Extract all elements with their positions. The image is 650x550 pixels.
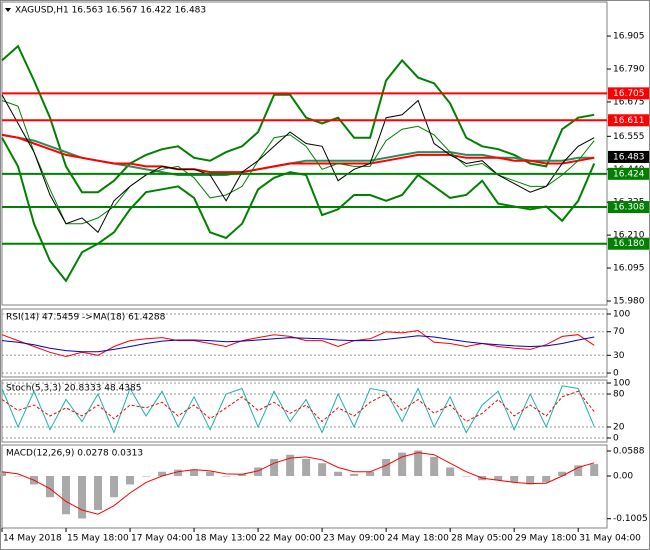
x-tick-label: 24 May 18:00 xyxy=(387,534,449,544)
y-tick-label: 16.790 xyxy=(613,65,645,75)
y-tick-label: 100 xyxy=(613,379,630,389)
indicator-line xyxy=(1,385,595,434)
histogram-bar xyxy=(14,475,23,477)
panel-title: RSI(14) 47.5459 ->MA(18) 61.4288 xyxy=(6,313,166,323)
histogram-bar xyxy=(110,475,119,498)
panel xyxy=(1,1,608,306)
histogram-bar xyxy=(382,458,391,476)
level-tag xyxy=(608,114,649,127)
histogram-bar xyxy=(494,475,503,481)
x-tick-label: 23 May 09:00 xyxy=(323,534,385,544)
y-tick-label: 70 xyxy=(613,327,625,337)
histogram-bar xyxy=(558,471,567,476)
histogram-bar xyxy=(254,467,263,476)
x-tick-label: 28 May 05:00 xyxy=(451,534,513,544)
histogram-bar xyxy=(574,465,583,476)
histogram-bar xyxy=(270,458,279,476)
histogram-bar xyxy=(430,456,439,476)
histogram-bar xyxy=(94,475,103,510)
level-label: 16.180 xyxy=(613,239,645,249)
level-label: 16.424 xyxy=(613,169,645,179)
panel-title: Stoch(5,3,3) 20.8333 48.4385 xyxy=(6,384,141,394)
y-tick-label: 0.00 xyxy=(613,471,633,481)
histogram-bar xyxy=(142,475,151,477)
level-tag xyxy=(608,201,649,214)
panel-title: XAGUSD,H1 16.563 16.567 16.422 16.483 xyxy=(15,6,206,16)
y-tick-label: 30 xyxy=(613,351,625,361)
histogram-bar xyxy=(462,475,471,477)
histogram-bar xyxy=(62,475,71,515)
histogram-bar xyxy=(446,467,455,476)
y-tick-label: 0.0588 xyxy=(613,446,645,456)
histogram-bar xyxy=(350,473,359,476)
indicator-line xyxy=(1,94,595,234)
x-tick-label: 31 May 04:00 xyxy=(579,534,641,544)
y-tick-label: 80 xyxy=(613,390,625,400)
histogram-bar xyxy=(526,475,535,485)
histogram-bar xyxy=(334,471,343,476)
x-tick-label: 29 May 18:00 xyxy=(515,534,577,544)
symbol-arrow xyxy=(5,8,11,12)
panel-title: MACD(12,26,9) 0.0278 0.0313 xyxy=(6,449,143,459)
histogram-bar xyxy=(286,454,295,476)
histogram-bar xyxy=(190,469,199,476)
histogram-bar xyxy=(414,450,423,476)
y-tick-label: -0.1005 xyxy=(613,514,648,524)
y-tick-label: 0 xyxy=(613,433,619,443)
y-tick-label: 16.675 xyxy=(613,97,645,107)
histogram-bar xyxy=(238,473,247,476)
level-tag xyxy=(608,87,649,100)
histogram-bar xyxy=(366,471,375,476)
y-tick-label: 16.095 xyxy=(613,264,645,274)
y-tick-label: 16.555 xyxy=(613,132,645,142)
x-tick-label: 17 May 04:00 xyxy=(131,534,193,544)
y-tick-label: 15.980 xyxy=(613,296,645,306)
histogram-bar xyxy=(302,458,311,476)
histogram-bar xyxy=(126,475,135,485)
y-tick-label: 100 xyxy=(613,310,630,320)
x-tick-label: 14 May 2018 xyxy=(3,534,62,544)
histogram-bar xyxy=(542,475,551,483)
indicator-line xyxy=(1,133,595,174)
histogram-bar xyxy=(158,471,167,476)
histogram-bar xyxy=(206,471,215,476)
price-tag xyxy=(608,150,649,163)
x-tick-label: 15 May 18:00 xyxy=(67,534,129,544)
histogram-bar xyxy=(174,469,183,476)
histogram-bar xyxy=(46,475,55,498)
histogram-bar xyxy=(78,475,87,519)
level-label: 16.308 xyxy=(613,203,645,213)
y-tick-label: 20 xyxy=(613,422,625,432)
histogram-bar xyxy=(398,452,407,476)
indicator-line xyxy=(1,335,595,353)
panel xyxy=(1,308,608,378)
price-label: 16.483 xyxy=(613,152,645,162)
histogram-bar xyxy=(0,471,6,476)
histogram-bar xyxy=(510,475,519,483)
y-tick-label: 16.210 xyxy=(613,231,645,241)
y-tick-label: 16.905 xyxy=(613,32,645,42)
histogram-bar xyxy=(222,475,231,477)
x-tick-label: 22 May 00:00 xyxy=(259,534,321,544)
indicator-line xyxy=(1,329,595,358)
panel xyxy=(1,379,608,443)
level-label: 16.611 xyxy=(613,116,645,126)
histogram-bar xyxy=(318,463,327,476)
level-label: 16.705 xyxy=(613,89,645,99)
x-tick-label: 18 May 13:00 xyxy=(195,534,257,544)
histogram-bar xyxy=(590,464,599,476)
panel xyxy=(1,444,608,529)
level-tag xyxy=(608,167,649,180)
level-tag xyxy=(608,237,649,250)
indicator-line xyxy=(1,452,595,515)
y-tick-label: 0 xyxy=(613,368,619,378)
indicator-line xyxy=(1,44,595,194)
